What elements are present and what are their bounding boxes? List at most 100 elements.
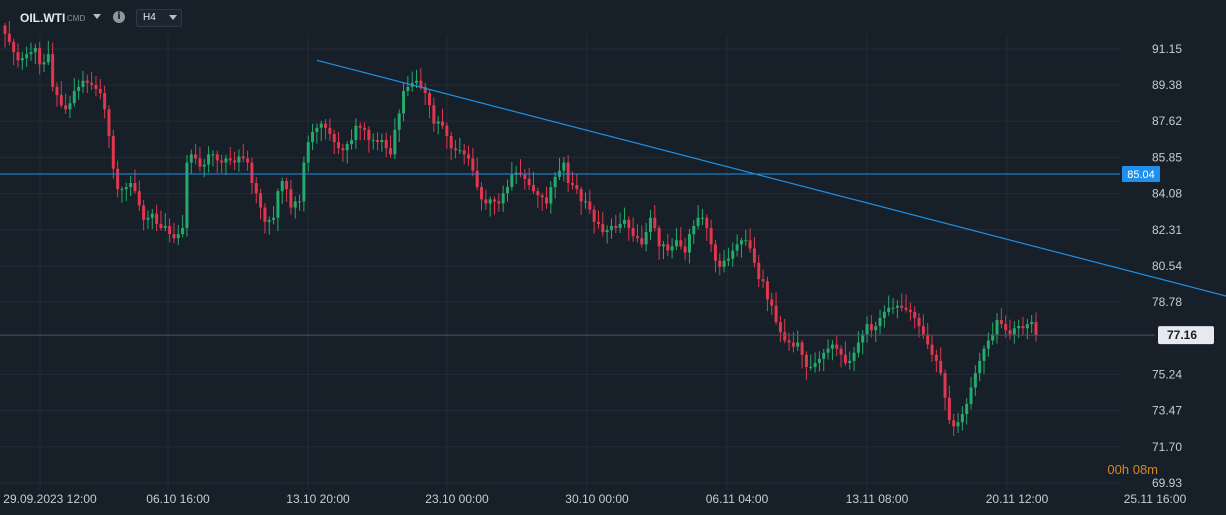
bearish-candle [98,79,102,100]
candle-body [16,52,20,61]
candle-body [68,103,72,110]
time-tick-label: 23.10 00:00 [425,492,489,506]
candle-body [480,187,484,200]
price-tick-label: 69.93 [1152,476,1182,490]
bearish-candle [575,173,579,195]
bullish-candle [605,225,609,244]
candle-body [168,225,172,235]
price-axis[interactable]: 91.15 89.38 87.62 85.85 84.08 82.31 80.54 78.78… [1122,42,1214,490]
bearish-candle [155,204,159,232]
candle-body [921,326,925,335]
candle-body [856,342,860,353]
bearish-candle [709,219,713,253]
candle-body [999,320,1003,325]
candle-body [666,244,670,251]
bearish-candle [107,105,111,149]
candle-body [202,164,206,167]
candle-body [895,305,899,308]
bullish-candle [861,330,865,355]
price-tick-label: 91.15 [1152,42,1182,56]
candle-body [432,105,436,124]
bearish-candle [172,223,176,244]
bearish-candle [358,122,362,141]
candle-body [982,348,986,361]
bullish-candle [514,165,518,185]
bearish-candle [930,335,934,362]
candle-body [1021,326,1025,329]
bullish-candle [956,412,960,434]
bullish-candle [661,240,665,260]
candle-body [865,324,869,335]
bullish-candle [280,177,284,204]
candle-body [237,156,241,163]
bearish-candle [428,89,432,119]
bearish-candle [947,385,951,425]
bullish-candle [978,352,982,382]
candle-body [523,174,527,179]
timeframe-select[interactable]: H4 [136,9,182,27]
candle-body [302,162,306,202]
bearish-candle [133,169,137,194]
candle-body [7,33,11,42]
candle-body [142,205,146,220]
candle-body [341,148,345,151]
candle-body [363,127,367,130]
bearish-candle [752,236,756,268]
candle-body [324,123,328,128]
bullish-candle [986,332,990,357]
bullish-candle [960,406,964,431]
symbol-name[interactable]: OIL.WTI [20,11,66,25]
time-axis[interactable]: 29.09.2023 12:00 06.10 16:00 13.10 20:00 23… [3,492,1186,506]
price-tick-label: 71.70 [1152,440,1182,454]
bullish-candle [549,181,553,214]
candle-body [220,160,224,163]
bullish-candle [345,141,349,164]
candle-body [46,54,50,63]
bullish-candle [406,76,410,97]
bearish-candle [254,177,258,204]
candle-body [952,420,956,427]
candle-body [488,199,492,204]
candle-body [354,125,358,141]
candle-body [601,223,605,233]
candle-body [874,326,878,331]
bullish-candle [731,242,735,267]
candle-body [804,354,808,368]
bearish-candle [159,210,163,231]
candle-countdown: 00h 08m [1107,462,1158,477]
bullish-candle [397,109,401,142]
bullish-candle [562,157,566,182]
candle-body [1008,330,1012,335]
bearish-candle [705,214,709,241]
candle-body [77,86,81,91]
candle-body [246,158,250,163]
candle-body [791,342,795,347]
candle-body [947,397,951,421]
candle-body [384,140,388,149]
candle-body [566,162,570,183]
bearish-candle [774,292,778,325]
bearish-candle [917,313,921,338]
candle-body [402,90,406,114]
bullish-candle [583,192,587,209]
candle-body [146,217,150,220]
candle-body [618,223,622,228]
candle-body [570,182,574,186]
candle-body [878,317,882,327]
candle-body [891,307,895,309]
candle-body [389,148,393,155]
candle-body [661,244,665,247]
bullish-candle [72,78,76,107]
chevron-down-icon[interactable] [93,14,101,19]
candle-body [631,227,635,237]
candle-body [198,158,202,167]
bullish-candle [46,40,50,66]
candle-body [38,48,42,65]
candle-body [813,362,817,368]
info-icon[interactable]: i [113,11,125,23]
bullish-candle [965,398,969,425]
candle-body [462,150,466,155]
candle-body [709,227,713,245]
candle-body [787,340,791,343]
